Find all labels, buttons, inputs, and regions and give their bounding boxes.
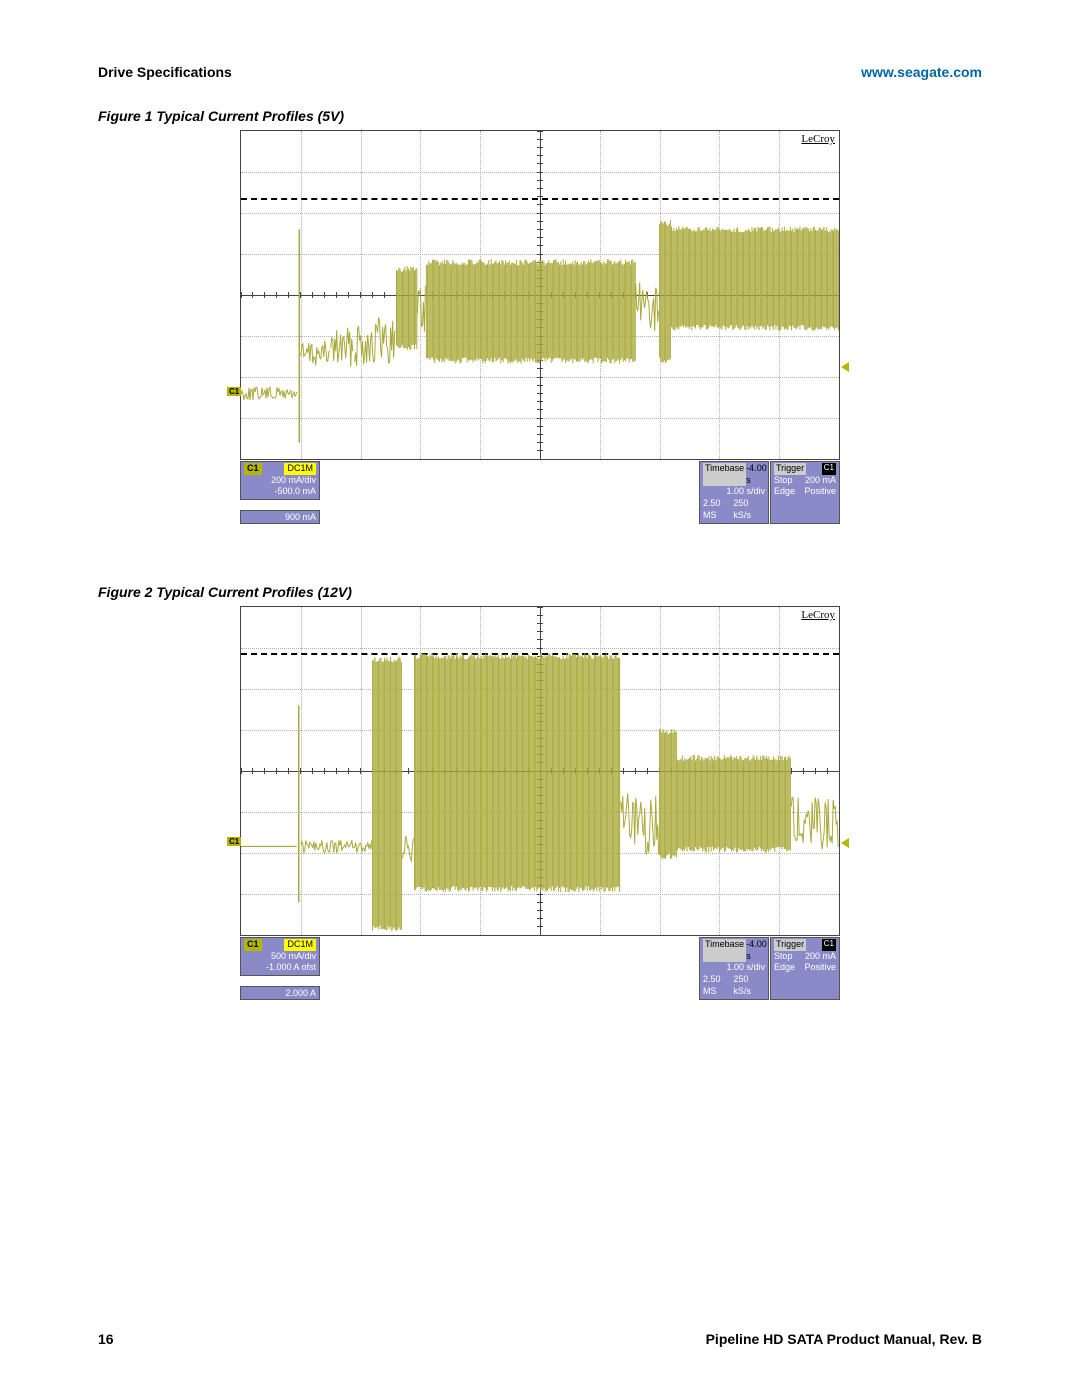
trigger-arrow-icon: [841, 838, 849, 848]
peak-readout: 900 mA: [240, 510, 320, 524]
figure-caption: Figure 2 Typical Current Profiles (12V): [98, 584, 982, 600]
oscilloscope-plot: C1LeCroy: [240, 130, 840, 460]
waveform-trace: [241, 607, 839, 935]
footer-title: Pipeline HD SATA Product Manual, Rev. B: [706, 1331, 982, 1347]
channel-info-box: C1 DC1M200 mA/div-500.0 mA: [240, 461, 320, 500]
page-number: 16: [98, 1331, 114, 1347]
figure-caption: Figure 1 Typical Current Profiles (5V): [98, 108, 982, 124]
scope-brand: LeCroy: [801, 133, 835, 145]
waveform-trace: [241, 131, 839, 459]
channel-info-box: C1 DC1M500 mA/div-1.000 A ofst: [240, 937, 320, 976]
trigger-info-box: TriggerC1Stop200 mAEdgePositive: [770, 461, 840, 524]
header-section-title: Drive Specifications: [98, 64, 232, 80]
oscilloscope-plot: C1LeCroy: [240, 606, 840, 936]
timebase-info-box: Timebase-4.00 s1.00 s/div2.50 MS250 kS/s: [699, 937, 769, 1000]
scope-brand: LeCroy: [801, 609, 835, 621]
channel-marker: C1: [227, 837, 241, 846]
trigger-info-box: TriggerC1Stop200 mAEdgePositive: [770, 937, 840, 1000]
timebase-info-box: Timebase-4.00 s1.00 s/div2.50 MS250 kS/s: [699, 461, 769, 524]
peak-readout: 2.000 A: [240, 986, 320, 1000]
trigger-arrow-icon: [841, 362, 849, 372]
channel-marker: C1: [227, 387, 241, 396]
header-url: www.seagate.com: [861, 64, 982, 80]
